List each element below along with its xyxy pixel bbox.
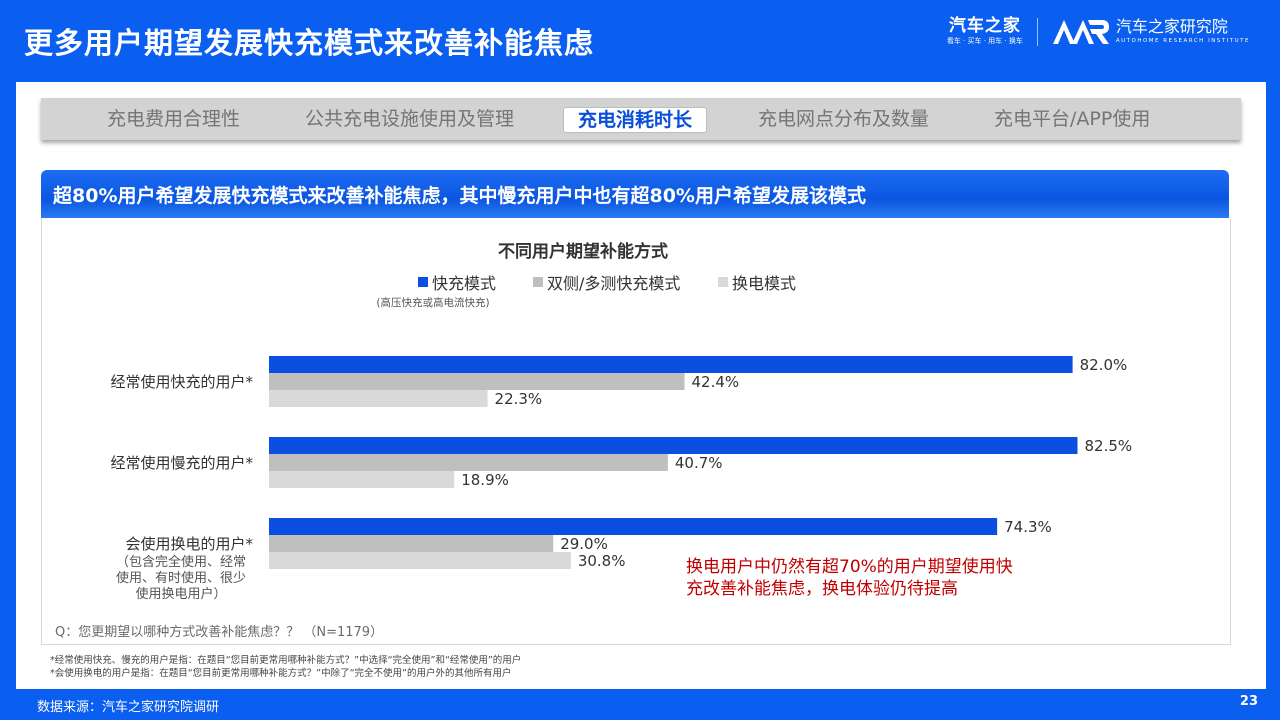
page-number: 23 <box>1239 694 1258 709</box>
brand-primary-name: 汽车之家 <box>948 16 1021 37</box>
brand-primary-tagline: 看车 · 买车 · 用车 · 换车 <box>946 37 1023 46</box>
brand-divider <box>1036 18 1038 46</box>
page-title: 更多用户期望发展快充模式来改善补能焦虑 <box>24 26 595 60</box>
tab-charging-cost[interactable]: 充电费用合理性 <box>107 108 241 130</box>
headline-banner: 超80%用户希望发展快充模式来改善补能焦虑，其中慢充用户中也有超80%用户希望发… <box>41 170 1229 218</box>
ar-logo-icon <box>1052 20 1109 44</box>
survey-question: Q：您更期望以哪种方式改善补能焦虑？？ （N=1179） <box>55 625 384 640</box>
tab-charging-duration[interactable]: 充电消耗时长 <box>563 107 708 133</box>
content-panel: 充电费用合理性 公共充电设施使用及管理 充电消耗时长 充电网点分布及数量 充电平… <box>16 82 1266 689</box>
research-institute-logo: 汽车之家研究院 AUTOHOME RESEARCH INSTITUTE <box>1052 17 1250 45</box>
footnote-1: *经常使用快充、慢充的用户是指：在题目“您目前更常用哪种补能方式？”中选择“完全… <box>50 655 522 666</box>
brand-area: 汽车之家 看车 · 买车 · 用车 · 换车 汽车之家研究院 AUTOHOME … <box>947 18 1250 46</box>
tab-public-charging-facilities[interactable]: 公共充电设施使用及管理 <box>305 108 515 130</box>
footnote-2: *会使用换电的用户是指：在题目“您目前更常用哪种补能方式？”中除了“完全不使用”… <box>50 668 512 679</box>
autohome-logo: 汽车之家 看车 · 买车 · 用车 · 换车 <box>946 16 1023 46</box>
headline-text: 超80%用户希望发展快充模式来改善补能焦虑，其中慢充用户中也有超80%用户希望发… <box>53 185 866 207</box>
tab-charging-network-distribution[interactable]: 充电网点分布及数量 <box>758 108 930 130</box>
tab-charging-platform-app[interactable]: 充电平台/APP使用 <box>994 108 1151 130</box>
brand-secondary-tagline: AUTOHOME RESEARCH INSTITUTE <box>1115 38 1250 45</box>
data-source: 数据来源：汽车之家研究院调研 <box>37 700 220 715</box>
chart-frame <box>41 218 1231 645</box>
tab-bar: 充电费用合理性 公共充电设施使用及管理 充电消耗时长 充电网点分布及数量 充电平… <box>41 98 1241 140</box>
brand-secondary-name: 汽车之家研究院 <box>1115 17 1228 37</box>
